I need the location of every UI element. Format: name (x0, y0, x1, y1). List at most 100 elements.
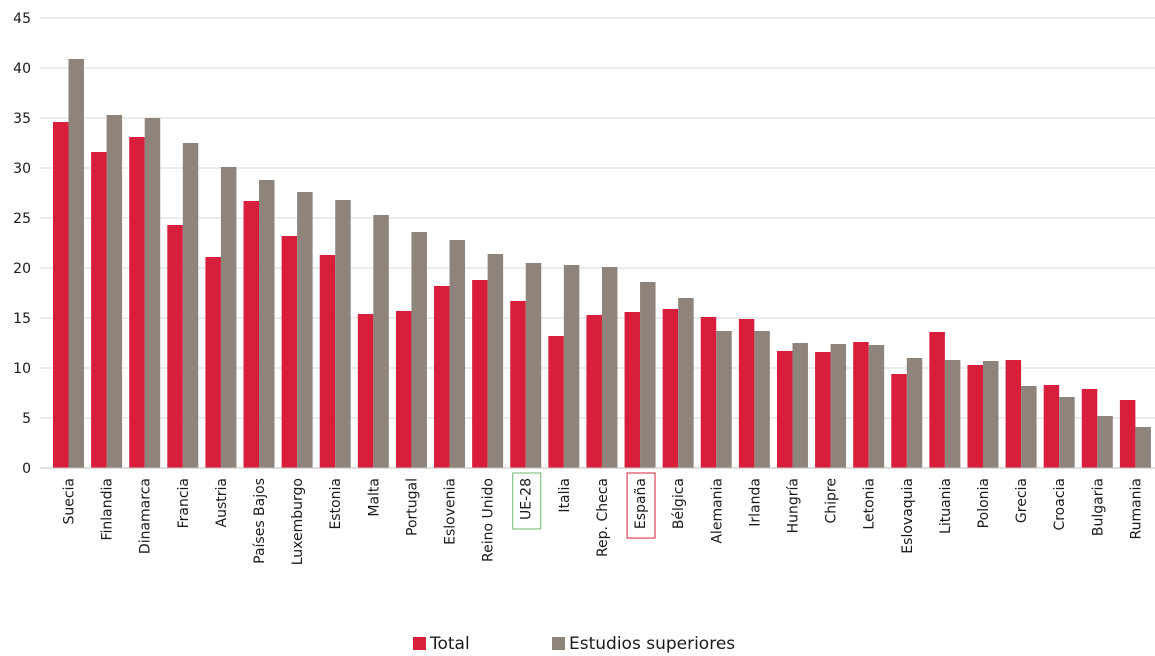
bar-total (1119, 400, 1136, 468)
bar-estudios-superiores (906, 358, 923, 468)
y-tick-label: 30 (13, 161, 31, 177)
x-category-label: Luxemburgo (290, 478, 306, 565)
y-tick-label: 35 (13, 111, 31, 127)
bar-estudios-superiores (982, 361, 999, 468)
x-category-label: Dinamarca (138, 478, 154, 554)
x-category-label: Grecia (1014, 478, 1030, 523)
bar-total (319, 255, 336, 468)
x-category-label: Francia (176, 478, 192, 528)
x-category-label: Bélgica (671, 478, 687, 529)
legend: Total Estudios superiores (413, 634, 735, 654)
x-category-label: Letonia (862, 478, 878, 530)
bar-estudios-superiores (335, 200, 351, 468)
bar-total (624, 312, 641, 468)
y-tick-label: 0 (22, 461, 31, 477)
bar-total (700, 317, 717, 468)
bar-total (129, 137, 145, 468)
x-category-label: UE-28 (519, 478, 535, 520)
bar-total (738, 319, 755, 468)
bar-estudios-superiores (525, 263, 542, 468)
legend-label: Estudios superiores (569, 634, 735, 654)
x-category-label: Suecia (62, 478, 78, 525)
x-category-label: Italia (557, 478, 573, 513)
y-axis-tick-labels: 0 5 10 15 20 25 30 35 40 45 (13, 11, 31, 477)
highlight-box (626, 472, 656, 539)
bar-total (967, 365, 983, 468)
bar-total (1081, 389, 1098, 468)
x-category-label: Austria (214, 478, 230, 527)
x-category-label: Rep. Checa (595, 478, 611, 557)
bar-estudios-superiores (487, 254, 504, 468)
y-tick-label: 15 (13, 311, 31, 327)
bar-estudios-superiores (297, 192, 313, 468)
bar-total (662, 309, 679, 468)
bar-estudios-superiores (68, 59, 84, 468)
bar-total (205, 257, 221, 468)
bar-estudios-superiores (754, 331, 770, 468)
bar-estudios-superiores (106, 115, 123, 468)
bar-estudios-superiores (449, 240, 466, 468)
bar-estudios-superiores (601, 267, 618, 468)
bar-total (472, 280, 488, 468)
bar-total (891, 374, 907, 468)
bar-estudios-superiores (944, 360, 961, 468)
x-category-label: Alemania (709, 478, 725, 544)
x-category-label: Portugal (404, 478, 420, 536)
legend-label: Total (429, 634, 470, 654)
bar-estudios-superiores (678, 298, 694, 468)
x-category-label: Eslovenia (443, 478, 459, 545)
x-category-label: Estonia (328, 478, 344, 530)
y-tick-label: 40 (13, 61, 31, 77)
bar-estudios-superiores (411, 232, 427, 468)
x-category-label: Rumania (1128, 478, 1144, 540)
bar-total (434, 286, 450, 468)
x-category-label: Chipre (824, 478, 840, 524)
legend-swatch (552, 637, 565, 650)
bar-estudios-superiores (373, 215, 389, 468)
bar-estudios-superiores (1135, 427, 1151, 468)
bar-total (853, 342, 869, 468)
x-category-label: Reino Unido (481, 478, 497, 562)
bar-estudios-superiores (1021, 386, 1037, 468)
x-axis-category-labels: Suecia Finlandia Dinamarca Francia Austria Pa… (62, 472, 1144, 565)
bar-estudios-superiores (830, 344, 847, 468)
bar-estudios-superiores (1059, 397, 1075, 468)
bars (53, 59, 1151, 468)
bar-estudios-superiores (220, 167, 237, 468)
x-category-label: Bulgaria (1090, 478, 1106, 536)
bar-total (586, 315, 602, 468)
bar-estudios-superiores (144, 118, 161, 468)
bar-estudios-superiores (792, 343, 808, 468)
bar-estudios-superiores (563, 265, 580, 468)
bar-estudios-superiores (716, 331, 732, 468)
y-tick-label: 25 (13, 211, 31, 227)
x-category-label: Croacia (1052, 478, 1068, 531)
x-category-label: Malta (366, 478, 382, 517)
x-category-label: Lituania (938, 478, 954, 534)
bar-estudios-superiores (259, 180, 275, 468)
bar-total (1005, 360, 1022, 468)
bar-estudios-superiores (868, 345, 885, 468)
bar-total (281, 236, 298, 468)
bar-total (167, 225, 183, 468)
x-category-label: Finlandia (100, 478, 116, 541)
x-category-label: España (633, 478, 649, 529)
bar-total (91, 152, 107, 468)
bar-total (395, 311, 412, 468)
highlight-box (512, 472, 542, 530)
y-tick-label: 45 (13, 11, 31, 27)
y-tick-label: 5 (22, 411, 31, 427)
x-category-label: Polonia (976, 478, 992, 528)
bar-total (548, 336, 564, 468)
bar-total (53, 122, 69, 468)
bar-estudios-superiores (182, 143, 199, 468)
x-category-label: Países Bajos (252, 478, 268, 564)
bar-total (357, 314, 374, 468)
bar-total (776, 351, 793, 468)
x-category-label: Hungría (785, 478, 801, 533)
x-category-label: Irlanda (747, 478, 763, 527)
y-tick-label: 10 (13, 361, 31, 377)
bar-total (510, 301, 526, 468)
bar-estudios-superiores (1097, 416, 1113, 468)
